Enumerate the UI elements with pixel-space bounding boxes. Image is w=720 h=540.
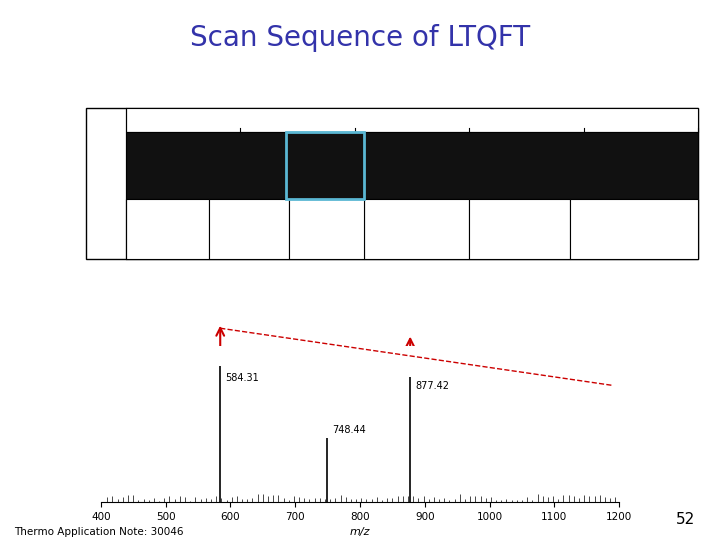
- Text: 0.6: 0.6: [454, 115, 469, 125]
- Text: 584.31: 584.31: [225, 373, 259, 383]
- Text: MS/MS #2: MS/MS #2: [493, 224, 546, 234]
- Text: Pre-
scan: Pre- scan: [156, 218, 179, 240]
- Text: 0.4: 0.4: [340, 115, 355, 125]
- Text: MS/MS #3: MS/MS #3: [608, 224, 660, 234]
- Text: Snap Shot
@ 25k RP: Snap Shot @ 25k RP: [294, 148, 355, 170]
- Text: Time: Time: [90, 113, 122, 126]
- Text: "Free"
(in parallel)
MS/MS Data: "Free" (in parallel) MS/MS Data: [503, 388, 578, 421]
- X-axis label: m/z: m/z: [350, 528, 370, 537]
- Text: Continue FT Acquisition at 100k RP: Continue FT Acquisition at 100k RP: [414, 159, 648, 172]
- Text: 1.0s: 1.0s: [678, 115, 698, 125]
- Text: Inject: Inject: [235, 224, 264, 234]
- Text: 0.2: 0.2: [225, 115, 240, 125]
- Text: 52: 52: [675, 511, 695, 526]
- Text: 877.42: 877.42: [415, 381, 449, 391]
- Text: FT: FT: [98, 159, 114, 172]
- Text: Thermo Application Note: 30046: Thermo Application Note: 30046: [14, 527, 184, 537]
- Text: 748.44: 748.44: [332, 426, 366, 435]
- Text: Scan Sequence of LTQFT: Scan Sequence of LTQFT: [190, 24, 530, 52]
- Text: MS/MS #1: MS/MS #1: [390, 224, 443, 234]
- Text: 0.8: 0.8: [569, 115, 584, 125]
- Text: LT: LT: [99, 222, 113, 235]
